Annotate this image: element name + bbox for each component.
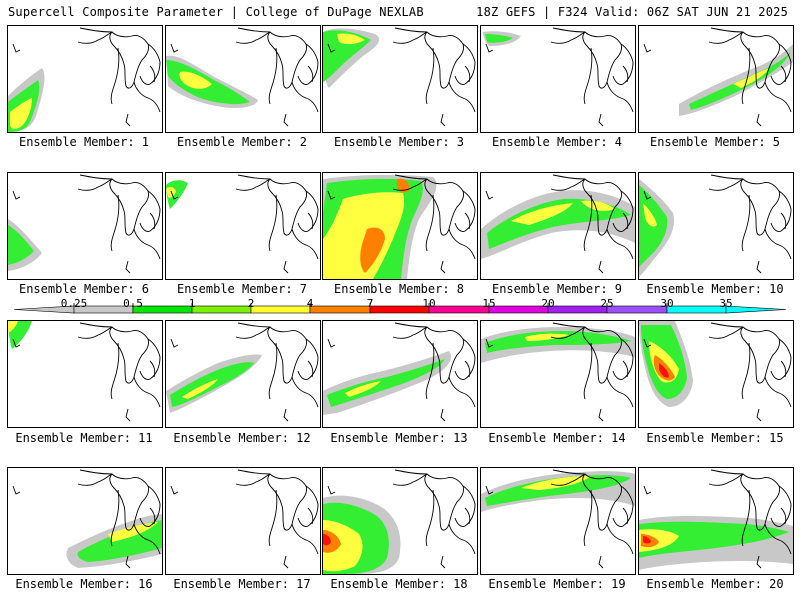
panel-caption-16: Ensemble Member: 16: [15, 577, 153, 591]
colorbar: [0, 295, 800, 325]
panel-caption-6: Ensemble Member: 6: [18, 282, 150, 296]
map-panel-13: [322, 320, 478, 428]
colorbar-right-arrow: [725, 305, 787, 314]
scp-contour-area: [8, 321, 18, 333]
map-panel-11: [7, 320, 163, 428]
scp-contour-area: [485, 34, 513, 43]
colorbar-tick-label: 0.5: [123, 297, 143, 310]
colorbar-segment: [191, 305, 252, 314]
scp-contour-area: [643, 536, 651, 544]
header-title: Supercell Composite Parameter | College …: [8, 5, 424, 19]
panel-caption-10: Ensemble Member: 10: [646, 282, 784, 296]
scp-contour-area: [733, 68, 769, 88]
scp-contour-area: [8, 225, 34, 265]
map-panel-16: [7, 467, 163, 575]
map-panel-9: [480, 172, 636, 280]
colorbar-tick-label: 0.25: [60, 297, 88, 310]
map-panel-20: [638, 467, 794, 575]
map-panel-3: [322, 25, 478, 133]
map-panel-14: [480, 320, 636, 428]
panel-caption-4: Ensemble Member: 4: [491, 135, 623, 149]
map-panel-10: [638, 172, 794, 280]
scp-contour-area: [108, 522, 158, 542]
scp-contour-area: [360, 227, 385, 273]
colorbar-tick-label: 35: [719, 297, 733, 310]
panel-caption-12: Ensemble Member: 12: [173, 431, 311, 445]
map-panel-18: [322, 467, 478, 575]
map-panel-4: [480, 25, 636, 133]
map-panel-12: [165, 320, 321, 428]
colorbar-segment: [606, 305, 668, 314]
panel-caption-18: Ensemble Member: 18: [330, 577, 468, 591]
scp-contour-area: [525, 333, 569, 341]
panel-caption-8: Ensemble Member: 8: [333, 282, 465, 296]
panel-caption-3: Ensemble Member: 3: [333, 135, 465, 149]
colorbar-tick-label: 20: [541, 297, 555, 310]
panel-caption-9: Ensemble Member: 9: [491, 282, 623, 296]
map-panel-15: [638, 320, 794, 428]
colorbar-tick-label: 15: [482, 297, 496, 310]
scp-contour-area: [487, 198, 631, 249]
scp-contour-area: [323, 520, 363, 572]
panel-caption-7: Ensemble Member: 7: [176, 282, 308, 296]
colorbar-segment: [250, 305, 311, 314]
scp-contour-area: [521, 476, 591, 490]
panel-caption-15: Ensemble Member: 15: [646, 431, 784, 445]
colorbar-tick-label: 2: [247, 297, 255, 310]
panel-caption-5: Ensemble Member: 5: [649, 135, 781, 149]
scp-contour-area: [643, 203, 657, 227]
colorbar-tick-label: 30: [660, 297, 674, 310]
scp-contour-area: [323, 534, 331, 546]
scp-contour-area: [337, 33, 365, 45]
colorbar-tick-label: 10: [422, 297, 436, 310]
scp-contour-area: [179, 71, 212, 89]
scp-contour-area: [166, 186, 176, 198]
panel-caption-11: Ensemble Member: 11: [15, 431, 153, 445]
colorbar-tick-label: 4: [306, 297, 314, 310]
colorbar-tick-label: 25: [600, 297, 614, 310]
panel-caption-14: Ensemble Member: 14: [488, 431, 626, 445]
panel-caption-19: Ensemble Member: 19: [488, 577, 626, 591]
header-valid-time: 18Z GEFS | F324 Valid: 06Z SAT JUN 21 20…: [476, 5, 788, 19]
scp-contour-area: [396, 178, 410, 193]
panel-caption-1: Ensemble Member: 1: [18, 135, 150, 149]
panel-caption-2: Ensemble Member: 2: [176, 135, 308, 149]
scp-contour-area: [639, 521, 789, 558]
panel-caption-13: Ensemble Member: 13: [330, 431, 468, 445]
map-panel-19: [480, 467, 636, 575]
colorbar-segment: [428, 305, 490, 314]
map-panel-1: [7, 25, 163, 133]
map-panel-17: [165, 467, 321, 575]
colorbar-segment: [309, 305, 371, 314]
colorbar-tick-label: 1: [188, 297, 196, 310]
map-panel-7: [165, 172, 321, 280]
colorbar-tick-label: 7: [366, 297, 374, 310]
panel-caption-17: Ensemble Member: 17: [173, 577, 311, 591]
scp-contour-area: [485, 475, 631, 506]
scp-contour-area: [581, 200, 615, 211]
colorbar-segment: [488, 305, 549, 314]
map-panel-8: [322, 172, 478, 280]
map-panel-5: [638, 25, 794, 133]
scp-contour-area: [327, 359, 445, 407]
panel-caption-20: Ensemble Member: 20: [646, 577, 784, 591]
scp-contour-area: [659, 363, 669, 378]
scp-contour-area: [10, 98, 32, 129]
colorbar-segment: [666, 305, 727, 314]
scp-contour-area: [511, 203, 573, 225]
scp-contour-area: [485, 331, 631, 353]
map-panel-2: [165, 25, 321, 133]
map-panel-6: [7, 172, 163, 280]
scp-contour-area: [182, 379, 218, 399]
scp-contour-area: [323, 192, 405, 279]
scp-contour-area: [323, 30, 371, 83]
colorbar-segment: [369, 305, 430, 314]
scp-contour-area: [345, 381, 381, 397]
colorbar-segment: [547, 305, 608, 314]
